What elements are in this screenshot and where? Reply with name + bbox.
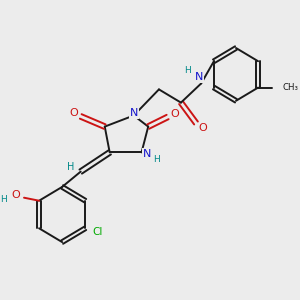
Text: H: H [67, 162, 74, 172]
Text: CH₃: CH₃ [282, 82, 298, 91]
Text: N: N [130, 108, 138, 118]
Text: O: O [171, 109, 179, 119]
Text: O: O [69, 108, 78, 118]
Text: H: H [184, 66, 191, 75]
Text: O: O [198, 123, 207, 134]
Text: H: H [0, 195, 7, 204]
Text: N: N [195, 72, 203, 82]
Text: H: H [153, 154, 160, 164]
Text: O: O [11, 190, 20, 200]
Text: N: N [142, 149, 151, 159]
Text: Cl: Cl [92, 227, 103, 237]
